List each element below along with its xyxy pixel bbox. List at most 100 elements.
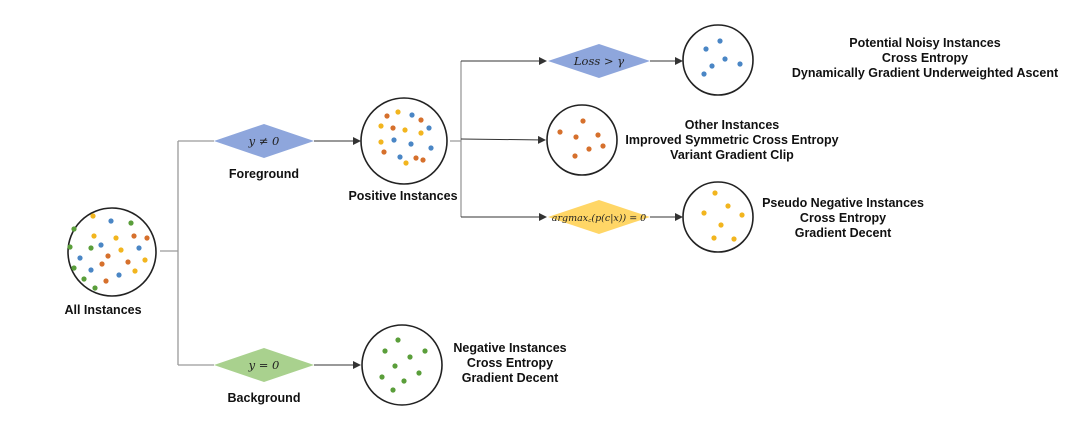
all-dot — [92, 285, 98, 291]
positive-dot — [378, 139, 384, 145]
other-dot — [580, 118, 586, 124]
positive-dot — [390, 125, 396, 131]
negative-dot — [416, 370, 422, 376]
noisy-gradient: Dynamically Gradient Underweighted Ascen… — [792, 66, 1059, 80]
foreground-diamond — [214, 124, 314, 158]
background-condition: y = 0 — [214, 348, 314, 382]
pseudo-title: Pseudo Negative Instances — [762, 196, 924, 210]
noisy-dot — [737, 61, 743, 67]
noisy-description: Potential Noisy Instances Cross Entropy … — [792, 36, 1059, 80]
all-dot — [77, 255, 83, 261]
all-instances-dots — [67, 213, 150, 291]
pseudo-description: Pseudo Negative Instances Cross Entropy … — [762, 196, 924, 240]
negative-dot — [395, 337, 401, 343]
arrow-to-other — [460, 135, 546, 144]
all-dot — [113, 235, 119, 241]
positive-dot — [408, 141, 414, 147]
all-dot — [103, 278, 109, 284]
other-instances-circle — [546, 104, 618, 176]
background-label: Background — [228, 391, 301, 405]
other-loss: Improved Symmetric Cross Entropy — [625, 133, 838, 147]
positive-instances-circle — [360, 97, 448, 185]
all-dot — [142, 257, 148, 263]
positive-dot — [428, 145, 434, 151]
noisy-title: Potential Noisy Instances — [849, 36, 1000, 50]
all-dot — [108, 218, 114, 224]
other-dot — [586, 146, 592, 152]
positive-dot — [403, 160, 409, 166]
positive-dot — [391, 137, 397, 143]
foreground-label: Foreground — [229, 167, 299, 181]
pseudo-instances-dots — [701, 190, 745, 242]
negative-dot — [392, 363, 398, 369]
all-dot — [88, 267, 94, 273]
pseudo-dot — [712, 190, 718, 196]
pseudo-instances-circle — [682, 181, 754, 253]
positive-dot — [413, 155, 419, 161]
positive-dot — [395, 109, 401, 115]
negative-dot — [422, 348, 428, 354]
positive-dot — [426, 125, 432, 131]
all-dot — [98, 242, 104, 248]
pseudo-loss: Cross Entropy — [800, 211, 886, 225]
background-condition-text: y = 0 — [248, 358, 280, 372]
noisy-instances-circle — [682, 24, 754, 96]
negative-gradient: Gradient Decent — [462, 371, 559, 385]
negative-dot — [379, 374, 385, 380]
positive-dot — [381, 149, 387, 155]
pseudo-condition-text: argmax꜀(p(c|x)) = 0 — [552, 213, 646, 224]
positive-instances-label: Positive Instances — [348, 189, 457, 203]
foreground-condition: y ≠ 0 — [214, 124, 314, 158]
negative-instances-circle — [361, 324, 443, 406]
other-instances-dots — [557, 118, 606, 159]
all-dot — [105, 253, 111, 259]
split-connector-left — [160, 140, 214, 366]
positive-dot — [409, 112, 415, 118]
negative-dot — [390, 387, 396, 393]
all-dot — [125, 259, 131, 265]
noisy-dot — [722, 56, 728, 62]
noisy-dot — [717, 38, 723, 44]
connectors — [160, 57, 683, 369]
pseudo-dot — [701, 210, 707, 216]
all-instances-circle — [67, 207, 157, 297]
negative-loss: Cross Entropy — [467, 356, 553, 370]
noisy-condition: Loss > γ — [548, 44, 650, 78]
pseudo-dot — [731, 236, 737, 242]
all-dot — [118, 247, 124, 253]
all-dot — [99, 261, 105, 267]
noisy-dot — [701, 71, 707, 77]
negative-instances-dots — [379, 337, 428, 393]
all-instances-label: All Instances — [64, 303, 141, 317]
negative-dot — [401, 378, 407, 384]
other-description: Other Instances Improved Symmetric Cross… — [625, 118, 838, 162]
positive-instances-dots — [378, 109, 434, 166]
noisy-instances-dots — [701, 38, 743, 77]
noisy-loss: Cross Entropy — [882, 51, 968, 65]
negative-title: Negative Instances — [453, 341, 566, 355]
all-dot — [128, 220, 134, 226]
positive-dot — [402, 127, 408, 133]
positive-dot — [418, 130, 424, 136]
all-dot — [136, 245, 142, 251]
noisy-dot — [709, 63, 715, 69]
all-dot — [116, 272, 122, 278]
positive-dot — [384, 113, 390, 119]
all-dot — [67, 244, 73, 250]
pseudo-condition: argmax꜀(p(c|x)) = 0 — [548, 200, 650, 234]
pseudo-dot — [739, 212, 745, 218]
all-dot — [81, 276, 87, 282]
negative-description: Negative Instances Cross Entropy Gradien… — [453, 341, 566, 385]
other-dot — [600, 143, 606, 149]
other-dot — [572, 153, 578, 159]
positive-dot — [378, 123, 384, 129]
all-dot — [90, 213, 96, 219]
pseudo-diamond — [548, 200, 650, 234]
noisy-diamond — [548, 44, 650, 78]
negative-dot — [382, 348, 388, 354]
other-dot — [573, 134, 579, 140]
pseudo-dot — [718, 222, 724, 228]
background-diamond — [214, 348, 314, 382]
all-dot — [132, 268, 138, 274]
